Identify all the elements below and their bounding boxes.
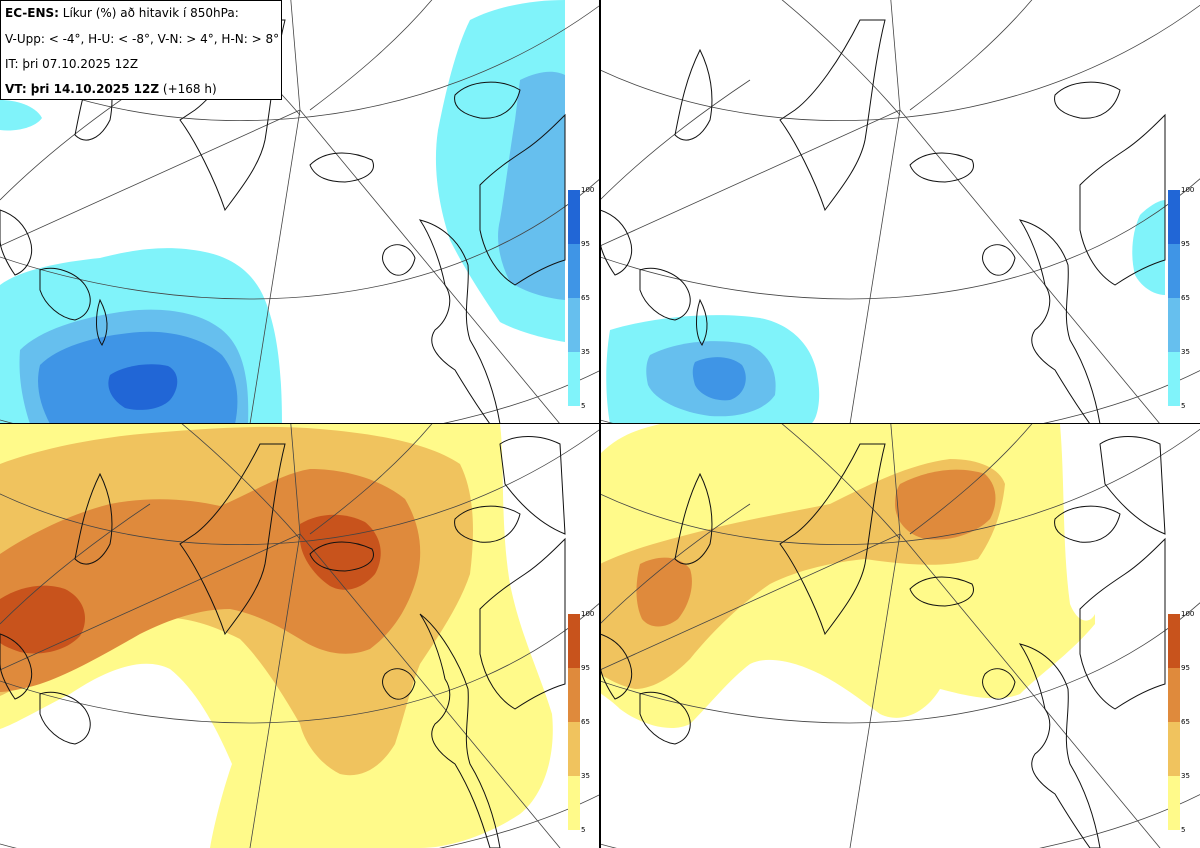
prob-zone-low-corner xyxy=(0,100,42,131)
title-bold: EC-ENS: xyxy=(5,6,59,20)
probability-map xyxy=(600,0,1200,424)
probability-map xyxy=(0,424,600,848)
title-line: EC-ENS: Líkur (%) að hitavik í 850hPa: xyxy=(5,6,239,20)
colorbar-tick: 95 xyxy=(1181,240,1190,248)
colorbar-tick: 95 xyxy=(581,240,590,248)
colorbar-segment-5-35 xyxy=(1168,352,1180,406)
colorbar-tick: 100 xyxy=(581,610,595,618)
panel-divider-vertical xyxy=(599,0,601,848)
valid-time-rest: (+168 h) xyxy=(159,82,217,96)
colorbar-segment-5-35 xyxy=(568,352,580,406)
colorbar-segment-95-100 xyxy=(568,614,580,668)
info-box: EC-ENS: Líkur (%) að hitavik í 850hPa: V… xyxy=(0,0,282,100)
prob-zone-high xyxy=(692,357,746,401)
title-rest: Líkur (%) að hitavik í 850hPa: xyxy=(58,6,239,20)
colorbar-tick: 35 xyxy=(1181,772,1190,780)
colorbar-segment-95-100 xyxy=(568,190,580,244)
colorbar-segment-35-65 xyxy=(568,298,580,352)
colorbar-segment-65-95 xyxy=(1168,668,1180,722)
map-panel-cold-strong[interactable]: 100 95 65 35 5 xyxy=(600,0,1200,424)
valid-time-bold: VT: þri 14.10.2025 12Z xyxy=(5,82,160,96)
colorbar-segment-35-65 xyxy=(1168,298,1180,352)
prob-zone-low-east xyxy=(1132,200,1165,295)
colorbar-tick: 35 xyxy=(1181,348,1190,356)
colorbar-segment-35-65 xyxy=(1168,722,1180,776)
colorbar-tick: 35 xyxy=(581,772,590,780)
colorbar-segment-95-100 xyxy=(1168,614,1180,668)
legend-line: V-Upp: < -4°, H-U: < -8°, V-N: > 4°, H-N… xyxy=(5,32,280,46)
colorbar-tick: 65 xyxy=(1181,718,1190,726)
colorbar-segment-5-35 xyxy=(1168,776,1180,830)
colorbar-tick: 100 xyxy=(1181,610,1195,618)
map-panel-cold-moderate[interactable]: 100 95 65 35 5 xyxy=(0,0,600,424)
map-panel-warm-strong[interactable]: 100 95 65 35 5 xyxy=(600,424,1200,848)
colorbar-tick: 5 xyxy=(581,402,586,410)
map-panel-warm-moderate[interactable]: 100 95 65 35 5 xyxy=(0,424,600,848)
colorbar-segment-5-35 xyxy=(568,776,580,830)
valid-time-line: VT: þri 14.10.2025 12Z (+168 h) xyxy=(5,82,217,96)
colorbar-tick: 5 xyxy=(1181,826,1186,834)
colorbar-segment-65-95 xyxy=(568,668,580,722)
prob-zone-max xyxy=(108,364,178,410)
colorbar-tick: 95 xyxy=(1181,664,1190,672)
colorbar-tick: 65 xyxy=(581,294,590,302)
probability-map xyxy=(600,424,1200,848)
prob-zone-mid-east xyxy=(498,71,565,300)
initial-time: IT: þri 07.10.2025 12Z xyxy=(5,57,139,71)
prob-zone-high-west xyxy=(636,557,692,627)
colorbar-tick: 65 xyxy=(1181,294,1190,302)
colorbar-segment-95-100 xyxy=(1168,190,1180,244)
colorbar-segment-65-95 xyxy=(568,244,580,298)
colorbar-tick: 65 xyxy=(581,718,590,726)
probability-map xyxy=(0,0,600,424)
colorbar-segment-65-95 xyxy=(1168,244,1180,298)
colorbar-tick: 5 xyxy=(1181,402,1186,410)
colorbar-tick: 5 xyxy=(581,826,586,834)
colorbar-tick: 35 xyxy=(581,348,590,356)
panel-divider-horizontal xyxy=(0,423,1200,424)
colorbar-tick: 100 xyxy=(1181,186,1195,194)
colorbar-tick: 95 xyxy=(581,664,590,672)
prob-zone-high xyxy=(895,469,996,540)
colorbar-tick: 100 xyxy=(581,186,595,194)
colorbar-segment-35-65 xyxy=(568,722,580,776)
prob-zone-max-west xyxy=(0,585,85,654)
